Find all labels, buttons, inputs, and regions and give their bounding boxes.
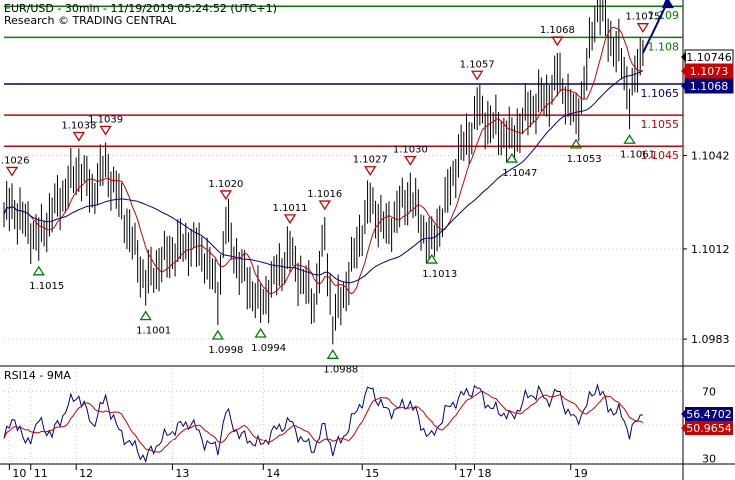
peak-marker	[219, 190, 233, 201]
trough-label: 1.0994	[251, 343, 286, 354]
price-label-value: 1.1073	[690, 65, 729, 78]
level-label-support: 1.1045	[641, 149, 680, 162]
peak-label: 1.1027	[353, 155, 388, 166]
time-tick-label: 12	[79, 467, 93, 480]
trough-marker	[32, 265, 45, 276]
peak-label: 1.1011	[273, 203, 308, 214]
peak-label: 1.1030	[393, 145, 428, 156]
peak-marker	[99, 125, 112, 136]
forecast-arrow	[642, 2, 668, 54]
rsi-value-text: 50.9654	[686, 422, 732, 435]
peak-label: 1.1057	[460, 59, 495, 70]
trough-label: 1.1053	[567, 154, 602, 165]
time-tick-label: 15	[365, 467, 379, 480]
rsi-value-box	[685, 407, 733, 421]
peak-marker	[636, 23, 650, 33]
forecast-arrow-head	[661, 0, 674, 9]
peak-marker	[364, 166, 377, 176]
rsi-value-text: 56.4702	[686, 408, 732, 421]
time-tick-label: 17	[459, 467, 473, 480]
level-label-target: 1.108	[648, 40, 680, 53]
peak-marker	[404, 155, 417, 166]
rsi-ma-line	[3, 390, 644, 453]
moving-average-fast	[3, 26, 643, 295]
rsi-tick-label: 70	[702, 386, 716, 399]
rsi-value-box	[685, 421, 733, 435]
price-tick-label: 1.0983	[691, 333, 730, 346]
level-label-pivot: 1.1065	[641, 87, 680, 100]
trough-marker	[425, 253, 438, 264]
trough-label: 1.1061	[620, 149, 655, 160]
peak-label: 1.1020	[208, 179, 243, 190]
moving-average-slow	[3, 70, 644, 284]
peak-marker	[5, 166, 19, 177]
price-label-value: 1.10746	[686, 51, 732, 64]
peak-marker	[283, 214, 297, 225]
level-label-target: 1.109	[648, 9, 680, 22]
peak-marker	[470, 70, 484, 81]
trough-label: 1.0998	[208, 345, 243, 356]
rsi-line	[3, 383, 643, 463]
chart-credit: Research © TRADING CENTRAL	[4, 14, 177, 27]
trough-marker	[623, 134, 636, 144]
rsi-value-pointer	[681, 423, 686, 433]
price-tick-label: 1.1012	[691, 243, 730, 256]
rsi-title: RSI14 - 9MA	[4, 369, 71, 382]
trough-marker	[505, 152, 519, 163]
time-tick-label: 18	[477, 467, 491, 480]
trough-label: 1.1047	[502, 168, 537, 179]
trough-marker	[569, 138, 583, 149]
chart-title: EUR/USD - 30min - 11/19/2019 05:24:52 (U…	[4, 2, 277, 15]
price-label-pointer	[681, 52, 686, 62]
price-label-pointer	[681, 66, 686, 76]
peak-label: 1.1068	[540, 25, 575, 36]
peak-label: 1.1039	[88, 114, 123, 125]
peak-marker	[72, 131, 86, 142]
time-tick-label: 13	[175, 467, 189, 480]
peak-label: 1.1038	[61, 120, 96, 131]
trough-marker	[139, 310, 152, 321]
trough-label: 1.0988	[323, 364, 358, 375]
trough-label: 1.1015	[29, 281, 64, 292]
time-tick-label: 19	[574, 467, 588, 480]
price-tick-label: 1.1042	[691, 150, 730, 163]
level-label-support: 1.1055	[641, 118, 680, 131]
trough-marker	[254, 327, 267, 338]
peak-label: 1.1026	[0, 155, 30, 166]
price-label-value: 1.1068	[690, 80, 729, 93]
rsi-tick-label: 30	[702, 453, 716, 466]
time-tick-label: 11	[34, 467, 48, 480]
rsi-value-pointer	[681, 409, 686, 419]
peak-marker	[551, 36, 564, 47]
time-tick-label: 10	[12, 467, 26, 480]
peak-label: 1.1016	[307, 189, 342, 200]
price-label-pointer	[681, 81, 686, 91]
trough-label: 1.1013	[422, 269, 457, 280]
trough-marker	[326, 349, 339, 359]
trough-marker	[211, 329, 225, 340]
peak-marker	[318, 200, 331, 211]
trough-label: 1.1001	[136, 326, 171, 337]
time-tick-label: 14	[266, 467, 280, 480]
peak-label: 1.1075	[625, 12, 660, 23]
